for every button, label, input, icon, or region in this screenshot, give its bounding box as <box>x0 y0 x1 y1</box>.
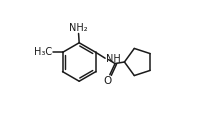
Text: NH₂: NH₂ <box>69 23 87 33</box>
Text: O: O <box>103 76 111 86</box>
Text: H₃C: H₃C <box>34 47 52 57</box>
Text: NH: NH <box>105 54 120 64</box>
